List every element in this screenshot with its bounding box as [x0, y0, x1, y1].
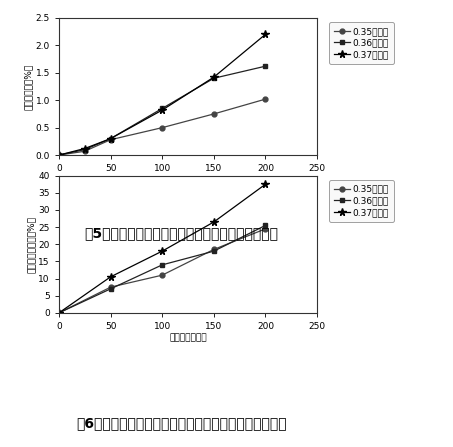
Line: 0.37水胶比: 0.37水胶比 — [55, 181, 269, 317]
0.36水胶比 — [56, 152, 62, 158]
0.35水胶比 — [108, 284, 113, 290]
0.37水胶比 — [211, 219, 217, 225]
0.37水胶比 — [56, 310, 62, 316]
0.35水胶比 — [159, 273, 165, 278]
Y-axis label: 质量损失率（%）: 质量损失率（%） — [24, 63, 33, 110]
0.36水胶比 — [211, 76, 217, 81]
0.37水胶比 — [159, 249, 165, 254]
0.35水胶比 — [82, 148, 87, 154]
0.35水胶比 — [159, 125, 165, 131]
0.35水胶比 — [263, 226, 268, 232]
Text: 图6不同水胶比混凝土冻融次数与抗压强度损失率的关系: 图6不同水胶比混凝土冻融次数与抗压强度损失率的关系 — [76, 416, 286, 430]
X-axis label: 冻融次数（次）: 冻融次数（次） — [169, 334, 207, 343]
0.35水胶比 — [108, 137, 113, 143]
0.37水胶比 — [211, 75, 217, 80]
0.35水胶比 — [56, 310, 62, 316]
0.37水胶比 — [82, 146, 87, 151]
Line: 0.35水胶比: 0.35水胶比 — [57, 227, 268, 315]
0.35水胶比 — [56, 152, 62, 158]
0.35水胶比 — [211, 111, 217, 117]
0.36水胶比 — [108, 136, 113, 141]
0.37水胶比 — [263, 32, 268, 37]
0.37水胶比 — [108, 274, 113, 279]
0.36水胶比 — [108, 286, 113, 291]
0.37水胶比 — [159, 107, 165, 113]
0.37水胶比 — [263, 181, 268, 187]
0.36水胶比 — [159, 262, 165, 268]
0.37水胶比 — [108, 136, 113, 141]
0.36水胶比 — [159, 106, 165, 111]
0.37水胶比 — [56, 152, 62, 158]
0.36水胶比 — [211, 249, 217, 254]
X-axis label: 冻融次数（次）: 冻融次数（次） — [169, 176, 207, 185]
Line: 0.35水胶比: 0.35水胶比 — [57, 97, 268, 157]
0.35水胶比 — [263, 97, 268, 102]
Line: 0.37水胶比: 0.37水胶比 — [55, 30, 269, 159]
Legend: 0.35水胶比, 0.36水胶比, 0.37水胶比: 0.35水胶比, 0.36水胶比, 0.37水胶比 — [329, 22, 394, 64]
Line: 0.36水胶比: 0.36水胶比 — [57, 64, 268, 157]
0.36水胶比 — [263, 223, 268, 228]
Text: 图5不同水胶比混凝土冻融次数与质量损失率的关系: 图5不同水胶比混凝土冻融次数与质量损失率的关系 — [84, 226, 278, 240]
0.36水胶比 — [263, 63, 268, 69]
Y-axis label: 抗压强度损失率（%）: 抗压强度损失率（%） — [27, 216, 36, 273]
Legend: 0.35水胶比, 0.36水胶比, 0.37水胶比: 0.35水胶比, 0.36水胶比, 0.37水胶比 — [329, 180, 394, 222]
0.36水胶比 — [82, 147, 87, 152]
0.35水胶比 — [211, 247, 217, 252]
0.36水胶比 — [56, 310, 62, 316]
Line: 0.36水胶比: 0.36水胶比 — [57, 223, 268, 315]
